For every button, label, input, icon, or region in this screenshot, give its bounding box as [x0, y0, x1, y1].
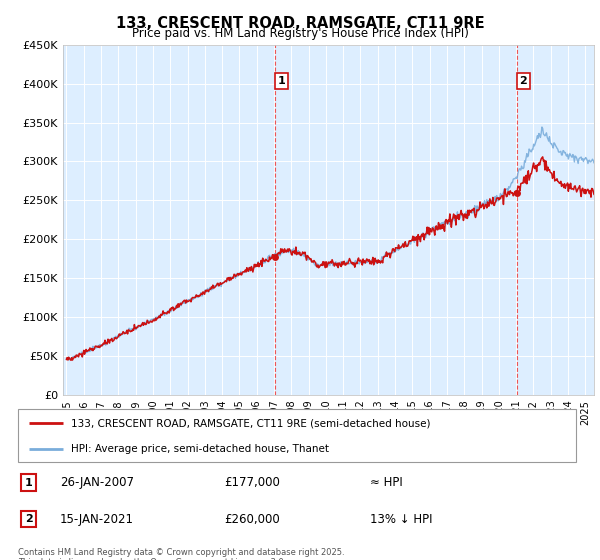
- Text: Contains HM Land Registry data © Crown copyright and database right 2025.
This d: Contains HM Land Registry data © Crown c…: [18, 548, 344, 560]
- Text: ≈ HPI: ≈ HPI: [370, 476, 402, 489]
- Text: 133, CRESCENT ROAD, RAMSGATE, CT11 9RE: 133, CRESCENT ROAD, RAMSGATE, CT11 9RE: [116, 16, 484, 31]
- Text: 13% ↓ HPI: 13% ↓ HPI: [370, 512, 432, 525]
- Text: 2: 2: [25, 514, 32, 524]
- Text: HPI: Average price, semi-detached house, Thanet: HPI: Average price, semi-detached house,…: [71, 444, 329, 454]
- Text: 1: 1: [25, 478, 32, 488]
- Text: 15-JAN-2021: 15-JAN-2021: [60, 512, 134, 525]
- Text: 1: 1: [278, 76, 286, 86]
- Text: £177,000: £177,000: [224, 476, 280, 489]
- FancyBboxPatch shape: [18, 409, 576, 462]
- Text: £260,000: £260,000: [224, 512, 280, 525]
- Text: 26-JAN-2007: 26-JAN-2007: [60, 476, 134, 489]
- Text: 133, CRESCENT ROAD, RAMSGATE, CT11 9RE (semi-detached house): 133, CRESCENT ROAD, RAMSGATE, CT11 9RE (…: [71, 418, 431, 428]
- Text: 2: 2: [520, 76, 527, 86]
- Text: Price paid vs. HM Land Registry's House Price Index (HPI): Price paid vs. HM Land Registry's House …: [131, 27, 469, 40]
